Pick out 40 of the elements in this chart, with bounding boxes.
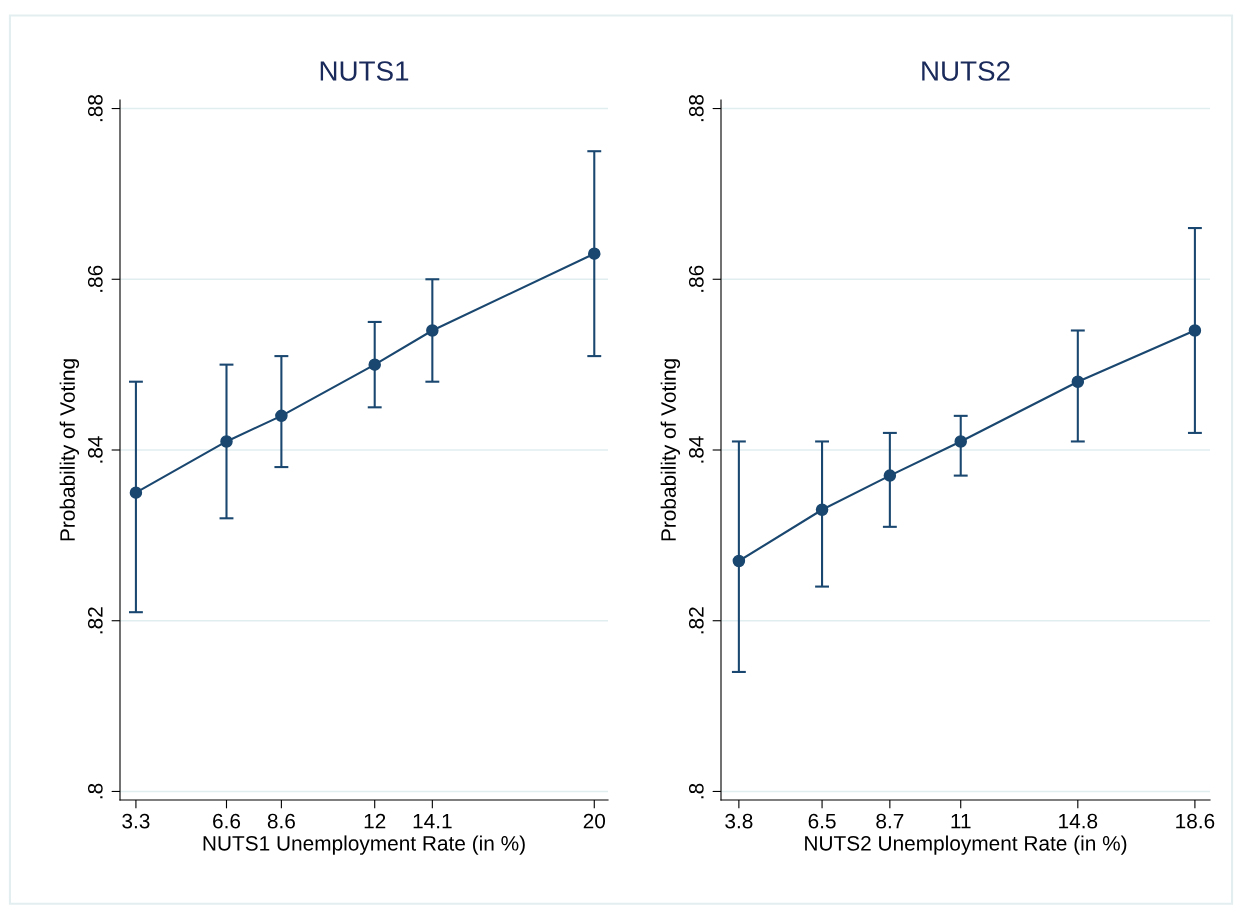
x-tick-label: 18.6	[1176, 813, 1215, 829]
y-tick-label: .84	[87, 436, 103, 463]
y-tick-label: .8	[688, 783, 704, 799]
x-axis-title: NUTS1 Unemployment Rate (in %)	[203, 835, 525, 855]
y-tick-label: .88	[688, 94, 704, 122]
point	[368, 358, 381, 371]
y-tick-label: .82	[688, 607, 704, 634]
x-tick-label: 3.3	[122, 813, 150, 829]
chart-title: NUTS2	[922, 61, 1010, 81]
x-tick-label: 8.7	[876, 813, 904, 829]
x-tick-label: 6.6	[213, 813, 241, 829]
y-tick-label: .8	[87, 783, 103, 799]
point	[275, 409, 288, 423]
point	[220, 435, 233, 448]
x-axis-title: NUTS2 Unemployment Rate (in %)	[805, 835, 1127, 855]
point	[588, 247, 601, 260]
y-axis-title: Probability of Voting	[59, 359, 80, 541]
x-tick-label: 20	[583, 813, 606, 829]
x-tick-label: 14.8	[1059, 813, 1098, 829]
point	[732, 554, 746, 568]
y-axis-title: Probability of Voting	[660, 359, 681, 541]
y-tick-label: .84	[688, 436, 704, 463]
y-tick-label: .86	[87, 265, 103, 292]
x-tick-label: 6.5	[808, 813, 836, 829]
point	[129, 486, 143, 499]
x-tick-label: 11	[951, 813, 971, 829]
y-tick-label: .82	[87, 607, 103, 634]
x-tick-label: 12	[364, 813, 386, 829]
chart-title: NUTS1	[320, 61, 409, 81]
x-tick-label: 3.8	[725, 813, 753, 829]
point	[954, 435, 967, 448]
y-tick-label: .88	[87, 94, 103, 122]
x-tick-label: 14.1	[413, 813, 452, 829]
x-tick-label: 8.6	[267, 813, 295, 829]
point	[815, 503, 829, 517]
y-tick-label: .86	[688, 265, 704, 292]
point	[1188, 324, 1202, 337]
point	[426, 324, 439, 337]
point	[883, 469, 897, 482]
point	[1071, 375, 1085, 388]
